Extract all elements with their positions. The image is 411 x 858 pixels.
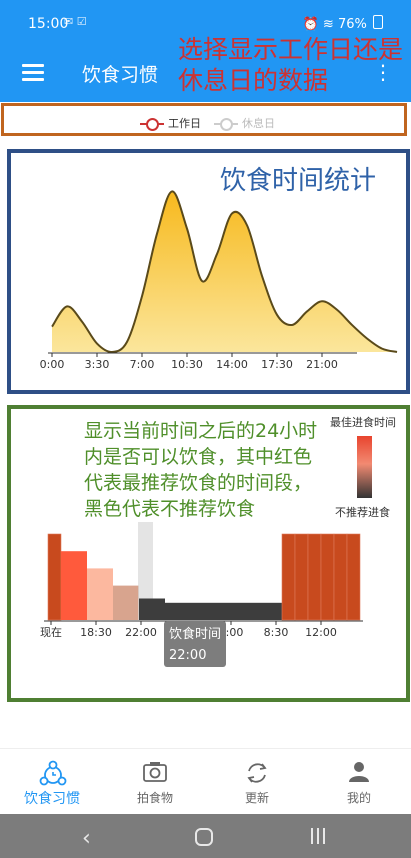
more-icon[interactable]: ⋮ bbox=[373, 60, 393, 84]
notification-icons: ✉ ☑ bbox=[64, 15, 87, 28]
nav-label: 我的 bbox=[346, 791, 371, 805]
bar[interactable] bbox=[74, 551, 87, 620]
nav-label: 更新 bbox=[244, 791, 269, 805]
x-tick-label: 17:30 bbox=[261, 358, 293, 371]
recent-apps-icon[interactable] bbox=[311, 828, 329, 848]
app-bar: 15:00 ✉ ☑ ⏰ ≋ 76% 饮食习惯 ⋮ bbox=[0, 0, 411, 102]
annotation-top: 选择显示工作日还是休息日的数据 bbox=[178, 35, 404, 95]
legend-workday-marker bbox=[140, 118, 164, 131]
eating-time-panel bbox=[7, 149, 410, 394]
x-tick-label: 7:00 bbox=[130, 358, 155, 371]
bar[interactable] bbox=[152, 598, 165, 621]
nav-item-mine[interactable]: 我的 bbox=[308, 749, 410, 815]
bar[interactable] bbox=[346, 533, 361, 621]
nav-label: 饮食习惯 bbox=[24, 791, 80, 807]
highlight-band bbox=[138, 522, 153, 620]
bottom-navigation: 饮食习惯 拍食物 更新 我的 bbox=[0, 748, 411, 815]
bar[interactable] bbox=[294, 533, 309, 621]
area-series-line bbox=[51, 190, 398, 354]
x-tick-label: 18:30 bbox=[80, 626, 112, 639]
nav-item-photo-food[interactable]: 拍食物 bbox=[104, 749, 206, 815]
battery-icon bbox=[373, 15, 383, 29]
nav-item-update[interactable]: 更新 bbox=[206, 749, 308, 815]
status-time: 15:00 bbox=[28, 16, 69, 32]
heatmap-best-label: 最佳进食时间 bbox=[330, 416, 396, 429]
tooltip-value: 22:00 bbox=[169, 648, 207, 663]
bar[interactable] bbox=[61, 551, 74, 620]
bar[interactable] bbox=[243, 602, 256, 620]
x-tick-label: 22:00 bbox=[125, 626, 157, 639]
meal-habit-icon bbox=[39, 760, 67, 786]
person-icon bbox=[349, 762, 369, 782]
wifi-icon: ≋ bbox=[322, 17, 334, 32]
bar[interactable] bbox=[230, 602, 243, 620]
x-tick-label: 14:00 bbox=[216, 358, 248, 371]
bar[interactable] bbox=[178, 602, 191, 620]
heatmap-worst-label: 不推荐进食 bbox=[335, 506, 390, 519]
system-nav-bar: ‹ bbox=[0, 814, 411, 858]
nav-label: 拍食物 bbox=[136, 791, 173, 805]
home-icon[interactable] bbox=[195, 828, 213, 846]
bar[interactable] bbox=[307, 533, 322, 621]
bar[interactable] bbox=[320, 533, 335, 621]
battery-text: 76% bbox=[337, 17, 367, 32]
x-tick-label: 8:30 bbox=[264, 626, 289, 639]
x-tick-label: 12:00 bbox=[305, 626, 337, 639]
x-tick-label: 0:00 bbox=[40, 358, 65, 371]
status-right: ⏰ ≋ 76% bbox=[303, 15, 383, 32]
status-bar: 15:00 ✉ ☑ ⏰ ≋ 76% bbox=[0, 0, 411, 46]
bar[interactable] bbox=[139, 598, 152, 621]
back-icon[interactable]: ‹ bbox=[82, 826, 91, 851]
legend-restday-marker bbox=[214, 118, 238, 131]
menu-icon[interactable] bbox=[22, 64, 44, 81]
panel1-annotation: 饮食时间统计 bbox=[220, 166, 377, 196]
panel2-annotation: 显示当前时间之后的24小时内是否可以饮食，其中红色代表最推荐饮食的时间段，黑色代… bbox=[84, 420, 318, 520]
bar[interactable] bbox=[256, 602, 269, 620]
recommendation-panel bbox=[7, 405, 410, 702]
bar[interactable] bbox=[269, 602, 282, 620]
bar[interactable] bbox=[126, 585, 139, 620]
legend-toggle: 工作日 休息日 bbox=[1, 103, 407, 136]
refresh-icon bbox=[247, 763, 267, 783]
bar[interactable] bbox=[281, 533, 296, 621]
bar[interactable] bbox=[87, 568, 100, 620]
bar[interactable] bbox=[204, 602, 217, 620]
heatmap-color-scale bbox=[357, 436, 372, 498]
x-tick-label: 21:00 bbox=[306, 358, 338, 371]
alarm-icon: ⏰ bbox=[302, 17, 319, 32]
x-tick-label: 现在 bbox=[40, 626, 62, 639]
nav-item-meal-habit[interactable]: 饮食习惯 bbox=[1, 749, 103, 815]
bar[interactable] bbox=[47, 533, 62, 621]
legend-restday[interactable]: 休息日 bbox=[214, 115, 275, 131]
eating-time-area-chart: 0:00 3:30 7:00 10:30 14:00 17:30 21:00 bbox=[40, 190, 398, 371]
x-tick-label: 10:30 bbox=[171, 358, 203, 371]
bar[interactable] bbox=[333, 533, 348, 621]
bar[interactable] bbox=[100, 568, 113, 620]
tooltip-title: 饮食时间 bbox=[169, 627, 222, 642]
x-tick-label: 3:30 bbox=[85, 358, 110, 371]
bar[interactable] bbox=[165, 602, 178, 620]
page-title: 饮食习惯 bbox=[82, 64, 159, 86]
legend-workday[interactable]: 工作日 bbox=[140, 115, 201, 131]
chart-tooltip: 饮食时间 22:00 bbox=[164, 621, 226, 667]
bar[interactable] bbox=[191, 602, 204, 620]
bar[interactable] bbox=[217, 602, 230, 620]
camera-icon bbox=[143, 762, 167, 782]
bar[interactable] bbox=[113, 585, 126, 620]
